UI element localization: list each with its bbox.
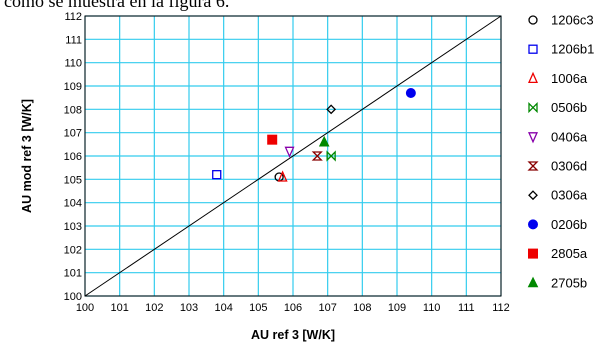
x-tick-labels: 100 101 102 103 104 105 106 107 108 109 110 111 112 [76,302,510,314]
legend-marker-2705b [527,276,539,288]
x-tick-label: 101 [110,302,128,314]
data-point-2705b [318,135,330,147]
data-point-0506b [326,150,336,162]
y-tick-label: 101 [64,268,82,280]
legend-label: 0406a [551,129,588,144]
legend-label: 0506b [551,100,587,115]
legend-label: 0306a [551,188,588,203]
y-axis-label: AU mod ref 3 [W/K] [20,99,34,213]
x-tick-label: 108 [353,302,371,314]
y-tick-label: 102 [64,244,82,256]
legend-label: 0206b [551,217,587,232]
legend-label: 0306d [551,159,587,174]
x-tick-label: 107 [318,302,336,314]
x-tick-label: 109 [388,302,406,314]
y-tick-label: 100 [64,291,82,303]
legend-marker-1206b1 [528,44,538,54]
y-tick-label: 107 [64,128,82,140]
legend-marker-0206b [528,219,538,230]
y-tick-label: 110 [64,58,82,70]
x-tick-label: 105 [249,302,267,314]
y-tick-label: 106 [64,151,82,163]
data-point-0306d [311,151,323,161]
x-tick-label: 110 [423,302,441,314]
reference-line [84,15,502,297]
legend-marker-0506b [528,102,538,114]
y-tick-label: 103 [64,221,82,233]
y-tick-label: 105 [64,174,82,186]
legend-label: 2805a [551,246,588,261]
legend-label: 1206c3 [551,13,594,28]
legend: 1206c3 1206b1 1006a 0506b 0406a 0306d 0306a 020… [527,13,594,290]
plot-frame [84,15,502,297]
data-point-0406a [284,146,295,158]
data-point-0206b [405,88,416,98]
x-axis-label: AU ref 3 [W/K] [251,328,335,342]
caption-text: como se muestra en la figura 6. [4,0,230,11]
y-tick-label: 104 [64,198,82,210]
legend-label: 1206b1 [551,42,594,57]
data-point-2805a [267,134,278,145]
legend-marker-1006a [527,71,539,84]
legend-marker-2805a [528,248,538,259]
x-tick-label: 111 [458,302,475,314]
data-point-1206b1 [212,170,222,180]
x-tick-label: 104 [214,302,232,314]
x-tick-label: 100 [76,302,94,314]
legend-marker-0306d [527,161,539,171]
y-tick-label: 111 [65,34,82,46]
legend-marker-1206c3 [528,15,538,25]
x-tick-label: 102 [145,302,163,314]
y-tick-labels: 100 101 102 103 104 105 106 107 108 109 110 111 112 [64,11,82,303]
x-tick-label: 103 [180,302,198,314]
data-point-0306a [326,104,337,115]
legend-marker-0306a [528,190,538,201]
data-point-1006a [277,170,288,182]
y-tick-label: 109 [64,81,82,93]
y-tick-label: 108 [64,104,82,116]
y-tick-label: 112 [64,11,82,23]
x-tick-label: 106 [284,302,302,314]
data-points [212,88,416,182]
x-tick-label: 112 [492,302,510,314]
legend-label: 2705b [551,275,587,290]
legend-label: 1006a [551,71,588,86]
legend-marker-0406a [527,132,539,144]
